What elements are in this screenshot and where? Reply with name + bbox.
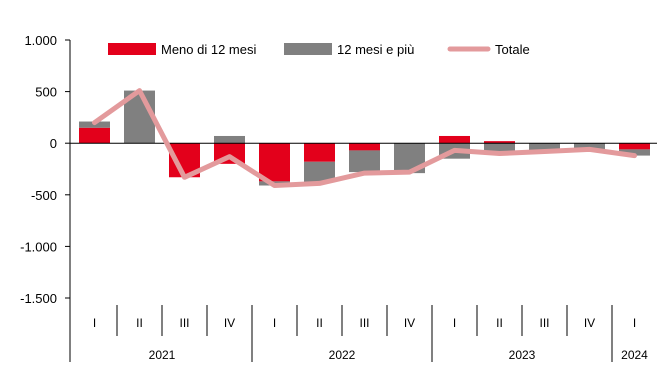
x-tick-label: II	[136, 316, 143, 330]
y-tick-label: -1.500	[20, 291, 57, 306]
bar-12-mesi-e-pi-	[574, 143, 605, 150]
x-tick-label: I	[633, 316, 636, 330]
x-tick-label: I	[453, 316, 456, 330]
x-tick-label: III	[359, 316, 369, 330]
bar-12-mesi-e-pi-	[349, 150, 380, 173]
year-label: 2021	[149, 348, 176, 362]
bar-meno-di-12-mesi	[439, 135, 470, 144]
bar-12-mesi-e-pi-	[484, 143, 515, 155]
legend-swatch	[108, 43, 156, 55]
y-tick-label: -500	[31, 188, 57, 203]
year-label: 2024	[621, 348, 648, 362]
bar-12-mesi-e-pi-	[214, 135, 245, 144]
legend-label: Meno di 12 mesi	[161, 42, 256, 57]
x-tick-label: IV	[404, 316, 415, 330]
x-tick-label: IV	[224, 316, 235, 330]
x-tick-label: II	[496, 316, 503, 330]
y-tick-label: -1.000	[20, 239, 57, 254]
bar-meno-di-12-mesi	[484, 141, 515, 144]
bar-meno-di-12-mesi	[79, 127, 110, 144]
total-line-path	[92, 88, 637, 188]
bar-12-mesi-e-pi-	[304, 161, 335, 183]
bar-meno-di-12-mesi	[619, 143, 650, 150]
year-label: 2022	[329, 348, 356, 362]
x-tick-label: III	[539, 316, 549, 330]
y-axis: 1.000 500 0 -500 -1.000 -1.500	[20, 33, 71, 362]
bar-meno-di-12-mesi	[259, 143, 290, 182]
y-tick-label: 1.000	[24, 33, 57, 48]
y-tick-label: 500	[35, 85, 57, 100]
x-tick-label: I	[273, 316, 276, 330]
legend-label: Totale	[495, 42, 530, 57]
x-tick-label: I	[93, 316, 96, 330]
year-label: 2023	[509, 348, 536, 362]
x-tick-label: IV	[584, 316, 595, 330]
y-tick-label: 0	[50, 136, 57, 151]
x-tick-label: II	[316, 316, 323, 330]
bar-meno-di-12-mesi	[304, 143, 335, 162]
legend: Meno di 12 mesi 12 mesi e più Totale	[108, 42, 530, 57]
bar-12-mesi-e-pi-	[529, 143, 560, 151]
legend-label: 12 mesi e più	[337, 42, 414, 57]
x-tick-label: III	[179, 316, 189, 330]
bar-meno-di-12-mesi	[349, 143, 380, 151]
legend-swatch	[284, 43, 332, 55]
bar-12-mesi-e-pi-	[619, 149, 650, 156]
total-line	[92, 88, 637, 188]
